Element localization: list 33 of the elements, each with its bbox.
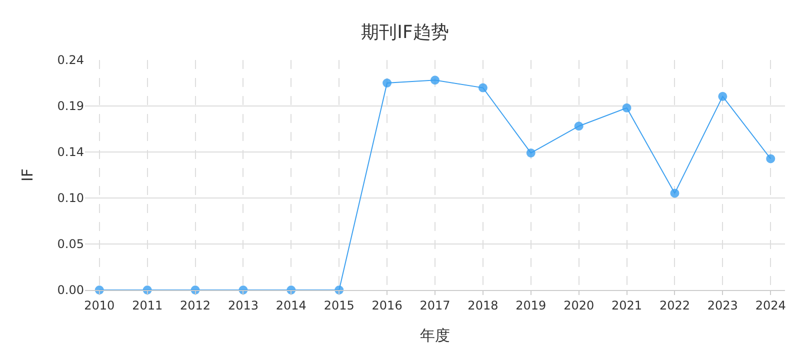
point [526,148,536,158]
point [622,103,632,112]
point [382,78,392,88]
point [670,188,680,198]
x-tick-label: 2022 [659,298,690,312]
x-tick-label: 2015 [324,298,354,312]
point [478,83,488,92]
y-tick-label: 0.19 [57,99,84,114]
x-axis-title: 年度 [420,326,450,344]
x-tick-label: 2018 [468,298,498,312]
x-tick-label: 2012 [180,298,211,312]
x-tick-label: 2016 [372,298,402,312]
point [718,92,728,101]
y-tick-label: 0.10 [57,191,84,206]
point [430,76,440,85]
x-tick-label: 2010 [84,298,115,312]
y-tick-label: 0.05 [57,237,84,252]
x-tick-label: 2014 [276,298,306,312]
y-tick-label: 0.24 [57,53,84,68]
x-tick-label: 2019 [516,298,546,312]
x-tick-label: 2023 [707,298,738,312]
y-axis-title: IF [18,168,37,182]
y-tick-label: 0.14 [57,145,84,160]
x-tick-label: 2020 [564,298,594,312]
y-tick-label: 0.00 [57,283,84,298]
x-tick-label: 2013 [228,298,258,312]
point [574,122,584,131]
point [766,154,776,164]
x-tick-label: 2024 [755,298,786,312]
x-tick-label: 2017 [420,298,450,312]
chart-title: 期刊IF趋势 [361,22,449,43]
x-tick-label: 2021 [612,298,642,312]
x-tick-label: 2011 [132,298,163,312]
